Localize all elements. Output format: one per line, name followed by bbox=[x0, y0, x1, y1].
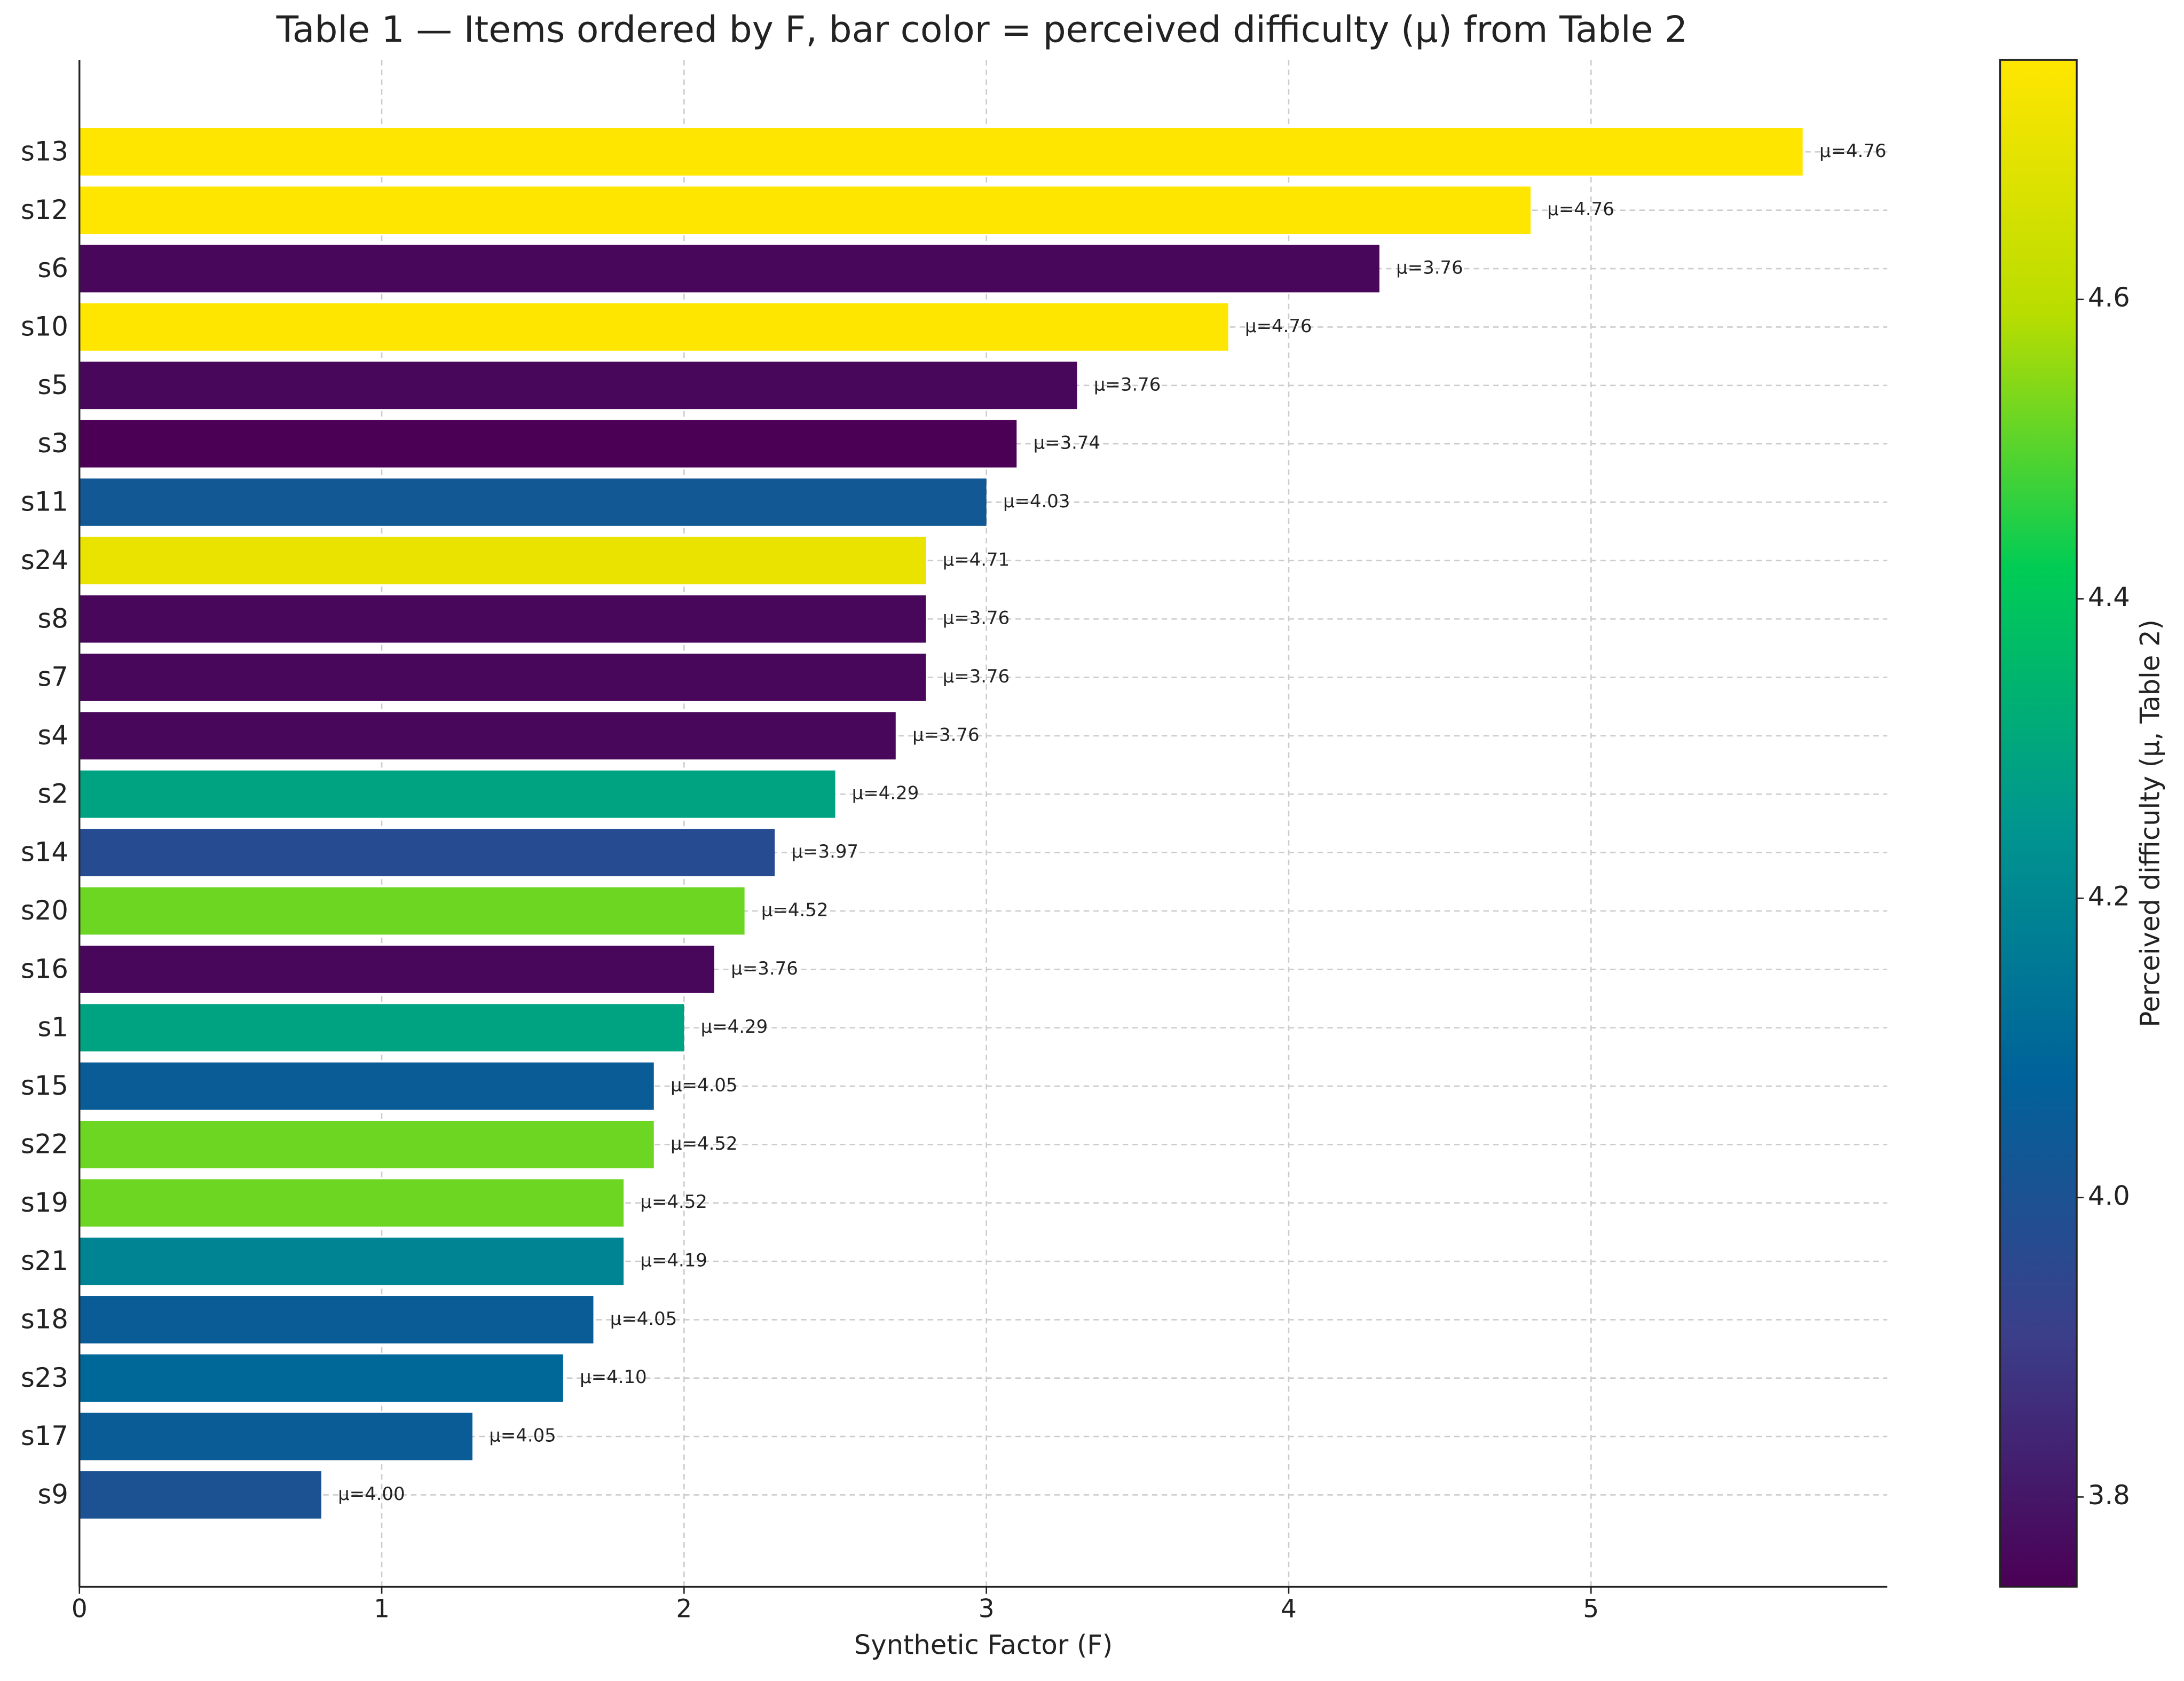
y-tick-label: s24 bbox=[21, 545, 68, 576]
data-label: μ=4.52 bbox=[761, 899, 828, 920]
y-tick-label: s15 bbox=[21, 1070, 68, 1101]
x-tick-label: 3 bbox=[979, 1594, 995, 1623]
bar bbox=[79, 1412, 472, 1460]
colorbar bbox=[1999, 59, 2078, 1588]
data-label: μ=4.29 bbox=[852, 783, 919, 804]
y-tick-label: s9 bbox=[38, 1479, 68, 1510]
y-tick-label: s19 bbox=[21, 1187, 68, 1218]
bar bbox=[79, 770, 835, 818]
data-label: μ=3.76 bbox=[1094, 374, 1161, 395]
data-label: μ=3.76 bbox=[1396, 257, 1463, 278]
colorbar-tick-label: 4.4 bbox=[2088, 582, 2130, 612]
data-label: μ=4.29 bbox=[701, 1016, 768, 1037]
colorbar-tick-label: 3.8 bbox=[2088, 1480, 2130, 1511]
data-label: μ=3.76 bbox=[731, 958, 798, 979]
bar bbox=[79, 245, 1379, 293]
x-tick-label: 0 bbox=[72, 1594, 88, 1623]
bar bbox=[79, 478, 987, 526]
bar bbox=[79, 128, 1803, 176]
y-tick-label: s22 bbox=[21, 1128, 68, 1159]
colorbar-label: Perceived difficulty (μ, Table 2) bbox=[2134, 619, 2165, 1027]
bar bbox=[79, 303, 1228, 351]
y-tick-label: s20 bbox=[21, 895, 68, 926]
data-label: μ=4.19 bbox=[640, 1250, 707, 1271]
y-tick-label: s21 bbox=[21, 1245, 68, 1276]
data-label: μ=4.71 bbox=[943, 549, 1010, 570]
bar bbox=[79, 1062, 654, 1110]
x-tick-label: 4 bbox=[1281, 1594, 1297, 1623]
data-label: μ=3.76 bbox=[943, 666, 1010, 687]
data-label: μ=3.74 bbox=[1034, 433, 1100, 453]
y-tick-label: s3 bbox=[38, 428, 68, 459]
y-tick-label: s5 bbox=[38, 370, 68, 400]
bar bbox=[79, 186, 1531, 234]
y-tick-label: s2 bbox=[38, 778, 68, 809]
y-tick-label: s13 bbox=[21, 136, 68, 167]
bar bbox=[79, 829, 775, 876]
data-label: μ=4.05 bbox=[489, 1425, 556, 1446]
data-label: μ=4.76 bbox=[1547, 199, 1614, 219]
data-label: μ=4.10 bbox=[580, 1366, 646, 1387]
x-tick-label: 1 bbox=[374, 1594, 390, 1623]
bar bbox=[79, 1354, 563, 1402]
y-tick-label: s23 bbox=[21, 1362, 68, 1393]
colorbar-tick-label: 4.6 bbox=[2088, 282, 2130, 313]
data-label: μ=4.76 bbox=[1819, 140, 1886, 161]
data-label: μ=4.03 bbox=[1003, 491, 1070, 512]
bar bbox=[79, 1471, 321, 1519]
data-label: μ=4.05 bbox=[610, 1308, 677, 1329]
bar bbox=[79, 1237, 624, 1285]
y-tick-label: s17 bbox=[21, 1420, 68, 1451]
y-tick-label: s6 bbox=[38, 253, 68, 284]
chart-title: Table 1 — Items ordered by F, bar color … bbox=[276, 9, 1688, 51]
bar bbox=[79, 1179, 624, 1227]
y-tick-label: s16 bbox=[21, 953, 68, 984]
bar bbox=[79, 945, 714, 993]
colorbar-tick-label: 4.2 bbox=[2088, 881, 2130, 912]
bar bbox=[79, 654, 926, 701]
data-label: μ=3.97 bbox=[792, 841, 858, 862]
bar bbox=[79, 420, 1017, 468]
y-tick-label: s7 bbox=[38, 662, 68, 693]
bar bbox=[79, 1004, 684, 1051]
data-label: μ=4.00 bbox=[338, 1483, 405, 1504]
x-tick-label: 2 bbox=[676, 1594, 692, 1623]
bar bbox=[79, 887, 745, 935]
data-label: μ=3.76 bbox=[943, 608, 1010, 629]
bar bbox=[79, 595, 926, 643]
data-label: μ=4.52 bbox=[640, 1191, 707, 1212]
bar bbox=[79, 1296, 594, 1344]
y-tick-label: s4 bbox=[38, 720, 68, 751]
y-tick-label: s14 bbox=[21, 837, 68, 868]
y-tick-label: s12 bbox=[21, 194, 68, 225]
bar bbox=[79, 1120, 654, 1168]
data-label: μ=3.76 bbox=[912, 724, 979, 745]
data-label: μ=4.76 bbox=[1245, 316, 1312, 336]
bar bbox=[79, 362, 1077, 410]
x-axis-label: Synthetic Factor (F) bbox=[854, 1629, 1113, 1660]
y-tick-label: s18 bbox=[21, 1303, 68, 1334]
bar bbox=[79, 537, 926, 585]
y-tick-label: s1 bbox=[38, 1012, 68, 1043]
y-tick-label: s11 bbox=[21, 486, 68, 517]
y-tick-label: s10 bbox=[21, 311, 68, 342]
data-label: μ=4.52 bbox=[671, 1133, 737, 1154]
x-tick-label: 5 bbox=[1583, 1594, 1599, 1623]
data-label: μ=4.05 bbox=[671, 1074, 737, 1095]
colorbar-tick-label: 4.0 bbox=[2088, 1180, 2130, 1211]
y-tick-label: s8 bbox=[38, 603, 68, 634]
bar bbox=[79, 712, 896, 760]
